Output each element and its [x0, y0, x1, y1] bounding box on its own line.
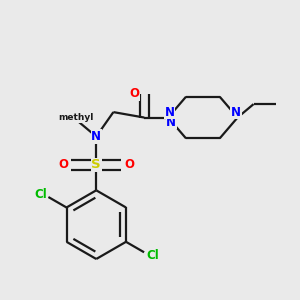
Text: O: O — [124, 158, 134, 171]
Text: N: N — [165, 106, 175, 119]
Text: Cl: Cl — [147, 249, 159, 262]
Text: N: N — [231, 106, 241, 119]
Text: O: O — [130, 87, 140, 100]
Text: N: N — [91, 130, 101, 143]
Text: methyl: methyl — [58, 113, 93, 122]
Text: S: S — [92, 158, 101, 171]
Text: O: O — [58, 158, 68, 171]
Text: Cl: Cl — [34, 188, 47, 200]
Text: N: N — [166, 116, 176, 128]
